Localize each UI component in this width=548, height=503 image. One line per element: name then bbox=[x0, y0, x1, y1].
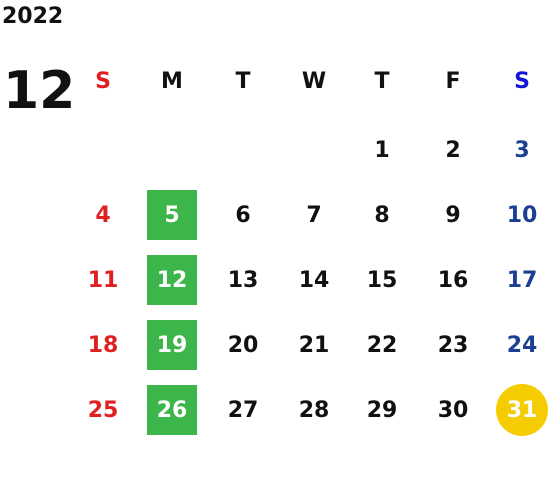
day: 9 bbox=[445, 203, 460, 228]
day: 10 bbox=[507, 203, 538, 228]
day: 15 bbox=[367, 268, 398, 293]
day: 24 bbox=[507, 333, 538, 358]
day: 31 bbox=[507, 398, 538, 423]
day: 2 bbox=[445, 138, 460, 163]
holiday-highlight bbox=[147, 320, 197, 370]
holiday-highlight bbox=[147, 385, 197, 435]
day: 26 bbox=[157, 398, 188, 423]
day: 21 bbox=[299, 333, 330, 358]
holiday-highlight bbox=[147, 255, 197, 305]
day: 25 bbox=[88, 398, 119, 423]
month: 12 bbox=[3, 61, 75, 121]
day: 13 bbox=[228, 268, 259, 293]
weekday-header: S bbox=[514, 69, 530, 94]
day: 17 bbox=[507, 268, 538, 293]
weekday-header: W bbox=[302, 69, 326, 94]
day: 3 bbox=[514, 138, 529, 163]
day: 29 bbox=[367, 398, 398, 423]
day: 14 bbox=[299, 268, 330, 293]
day: 16 bbox=[438, 268, 469, 293]
day: 19 bbox=[157, 333, 188, 358]
weekday-header: T bbox=[235, 69, 250, 94]
day: 8 bbox=[374, 203, 389, 228]
day: 22 bbox=[367, 333, 398, 358]
holiday-highlight bbox=[147, 190, 197, 240]
weekday-header: F bbox=[445, 69, 460, 94]
weekday-header: M bbox=[161, 69, 183, 94]
day: 12 bbox=[157, 268, 188, 293]
day: 1 bbox=[374, 138, 389, 163]
weekday-header: T bbox=[374, 69, 389, 94]
day: 18 bbox=[88, 333, 119, 358]
day: 27 bbox=[228, 398, 259, 423]
day: 6 bbox=[235, 203, 250, 228]
day: 7 bbox=[306, 203, 321, 228]
year: 2022 bbox=[2, 4, 63, 29]
day: 28 bbox=[299, 398, 330, 423]
weekday-header: S bbox=[95, 69, 111, 94]
day: 4 bbox=[95, 203, 110, 228]
day: 20 bbox=[228, 333, 259, 358]
day: 11 bbox=[88, 268, 119, 293]
day: 30 bbox=[438, 398, 469, 423]
day: 23 bbox=[438, 333, 469, 358]
today-highlight bbox=[496, 384, 548, 436]
day: 5 bbox=[164, 203, 179, 228]
